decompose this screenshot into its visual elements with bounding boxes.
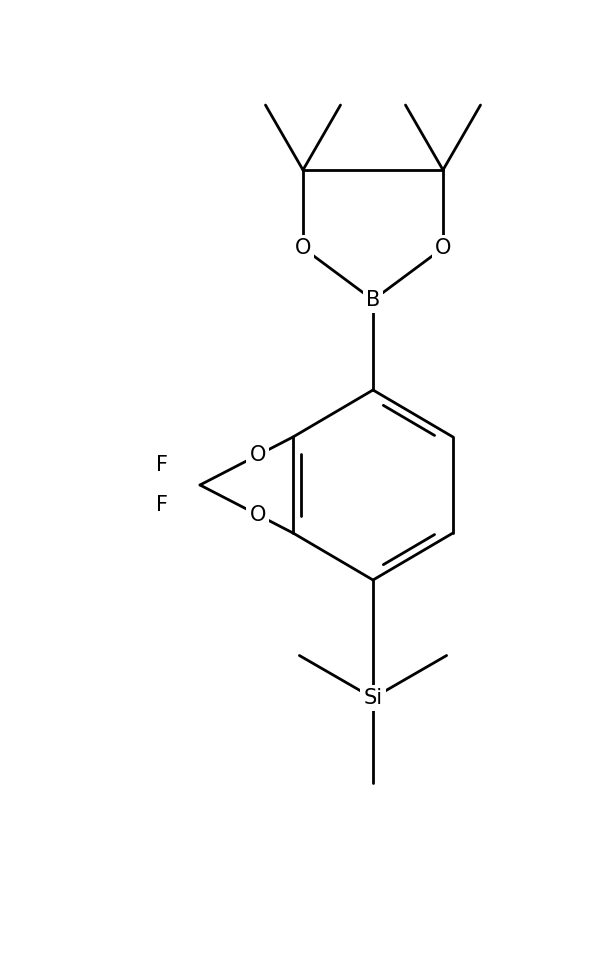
Text: O: O bbox=[249, 505, 266, 525]
Text: F: F bbox=[156, 455, 168, 475]
Text: O: O bbox=[435, 238, 451, 258]
Text: O: O bbox=[249, 445, 266, 466]
Text: F: F bbox=[156, 495, 168, 515]
Text: O: O bbox=[295, 238, 311, 258]
Text: Si: Si bbox=[363, 688, 383, 708]
Text: B: B bbox=[366, 290, 380, 310]
